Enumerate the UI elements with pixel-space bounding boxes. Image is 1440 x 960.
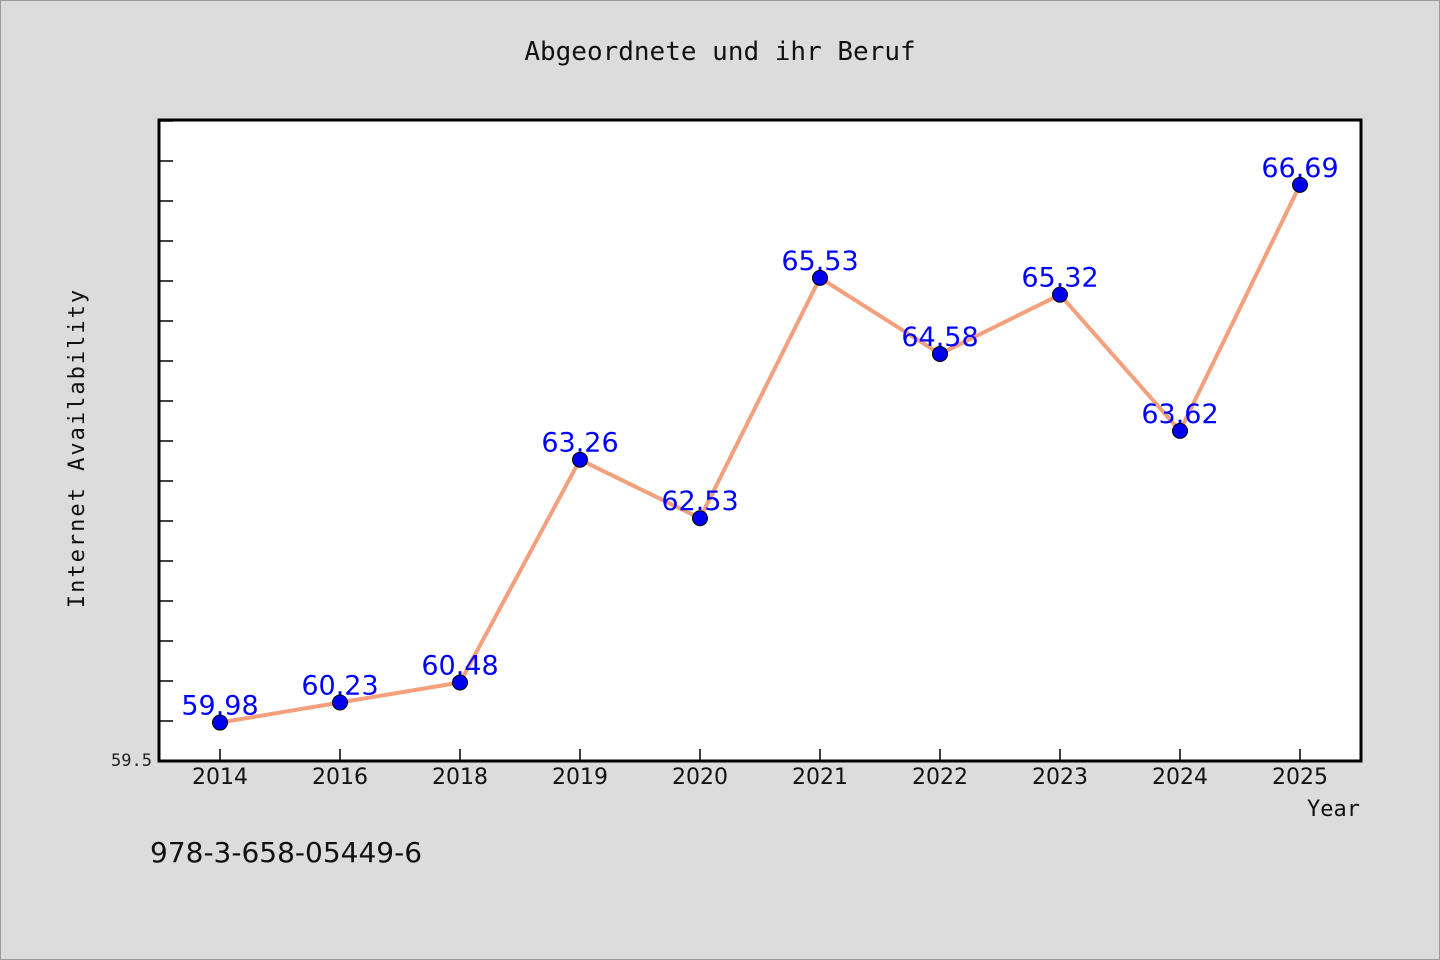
- data-label: 60.48: [421, 650, 498, 681]
- data-markers: [212, 176, 1308, 731]
- data-label: 62.53: [661, 486, 738, 517]
- x-axis-label: Year: [1307, 797, 1360, 822]
- data-point-marker: [812, 269, 828, 286]
- x-tick-label: 2019: [552, 765, 608, 790]
- data-point-marker: [932, 345, 948, 362]
- data-point-marker: [212, 714, 228, 731]
- data-label: 60.23: [301, 671, 378, 702]
- footer-isbn: 978-3-658-05449-6: [150, 836, 422, 869]
- y-tick-label: 59.5: [111, 751, 152, 771]
- data-label: 64.58: [901, 322, 978, 353]
- series-line: [219, 184, 1302, 725]
- data-point-marker: [1292, 176, 1308, 193]
- data-labels: 59.98 60.23 60.48 63.26 62.53 65.53 64.58 65.32…: [181, 153, 1338, 722]
- x-tick-label: 2016: [312, 765, 368, 790]
- x-axis-ticks: [219, 749, 1301, 761]
- x-tick-label: 2025: [1272, 765, 1328, 790]
- data-point-marker: [572, 451, 588, 468]
- data-label: 65.53: [781, 246, 858, 277]
- data-point-marker: [332, 694, 348, 711]
- x-tick-label: 2020: [672, 765, 728, 790]
- data-label: 65.32: [1021, 263, 1098, 294]
- data-point-marker: [1172, 422, 1188, 439]
- data-label: 63.62: [1141, 399, 1218, 430]
- y-axis-label: Internet Availability: [65, 288, 90, 608]
- x-tick-label: 2014: [192, 765, 248, 790]
- data-point-marker: [692, 510, 708, 527]
- data-label: 63.26: [541, 428, 618, 459]
- x-tick-label: 2024: [1152, 765, 1208, 790]
- plot-area: [157, 118, 1363, 763]
- x-tick-label: 2021: [792, 765, 848, 790]
- data-label: 59.98: [181, 691, 258, 722]
- x-tick-label: 2023: [1032, 765, 1088, 790]
- y-axis-ticks: [159, 120, 173, 762]
- x-axis-tick-labels: 2014 2016 2018 2019 2020 2021 2022 2023 2024 2025: [192, 765, 1328, 790]
- data-point-marker: [452, 674, 468, 691]
- data-label: 66.69: [1261, 153, 1338, 184]
- x-tick-label: 2018: [432, 765, 488, 790]
- data-point-marker: [1052, 286, 1068, 303]
- chart-title: Abgeordnete und ihr Beruf: [524, 37, 915, 67]
- x-tick-label: 2022: [912, 765, 968, 790]
